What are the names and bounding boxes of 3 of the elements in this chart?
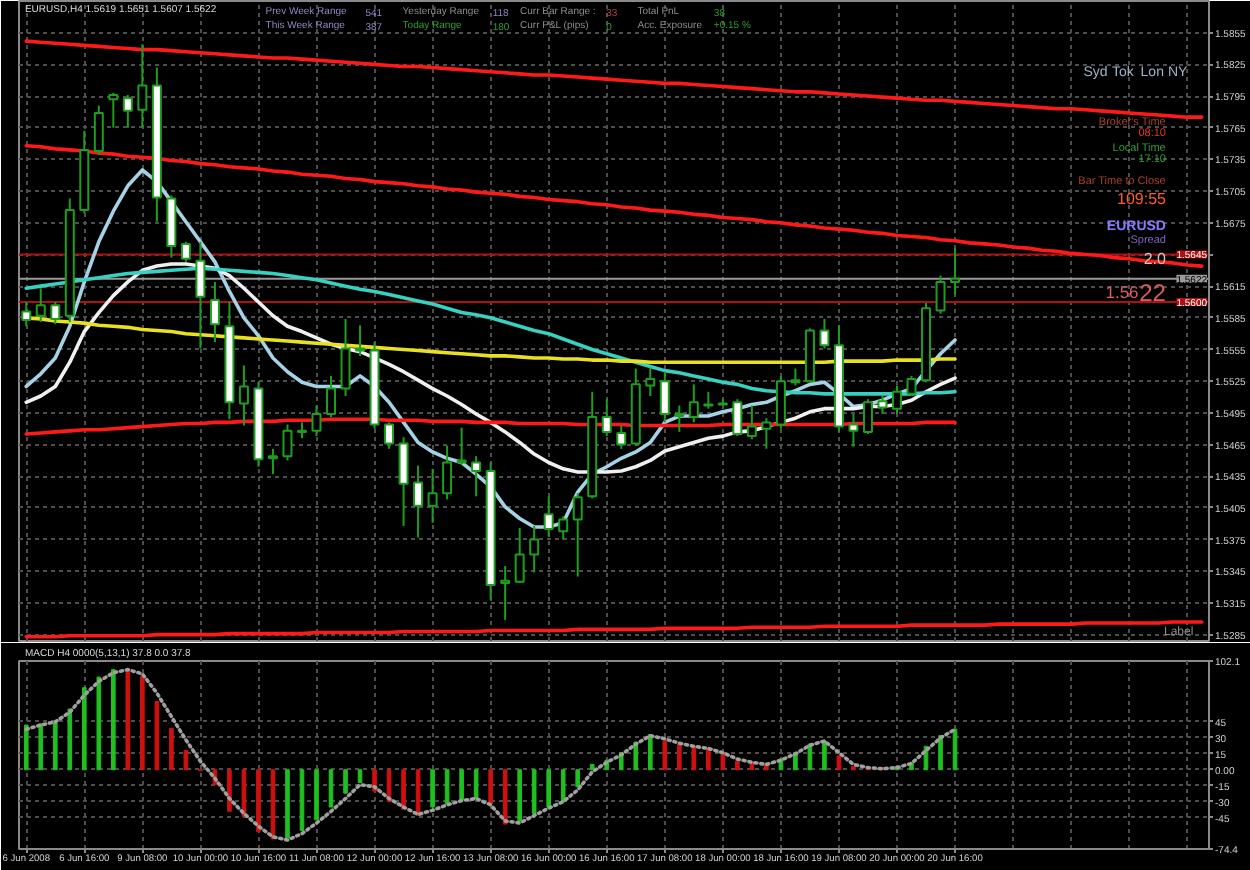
annotation: 109:55 [1117,189,1168,208]
annotation: 1.56 [1105,281,1140,302]
annotation: 22 [1139,278,1167,307]
